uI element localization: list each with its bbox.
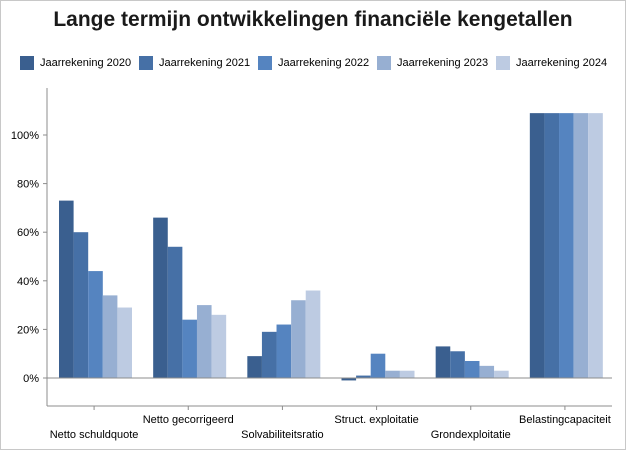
x-tick-label-3: Struct. exploitatie bbox=[334, 414, 418, 426]
bar-2-2 bbox=[276, 324, 292, 378]
bar-1-3 bbox=[196, 305, 212, 378]
bar-2-0 bbox=[247, 356, 262, 378]
bar-5-2 bbox=[559, 113, 574, 378]
legend-swatch-4 bbox=[496, 56, 510, 70]
bar-3-2 bbox=[370, 353, 386, 378]
bar-0-3 bbox=[102, 295, 118, 378]
x-tick-label-5: Belastingcapaciteit bbox=[519, 414, 611, 426]
x-tick-label-4: Grondexploitatie bbox=[431, 429, 511, 441]
bar-5-1 bbox=[544, 113, 560, 378]
legend-swatch-1 bbox=[139, 56, 153, 70]
legend-label-2: Jaarrekening 2022 bbox=[278, 57, 370, 69]
bar-2-1 bbox=[261, 331, 277, 378]
legend: Jaarrekening 2020 Jaarrekening 2021 Jaarre… bbox=[0, 55, 626, 71]
bar-4-1 bbox=[450, 351, 465, 378]
y-tick-label-5: 100% bbox=[11, 130, 39, 142]
chart-title: Lange termijn ontwikkelingen financiële … bbox=[53, 8, 573, 31]
bar-4-0 bbox=[435, 346, 451, 378]
legend-swatch-2 bbox=[258, 56, 272, 70]
x-tick-label-1: Netto gecorrigeerd bbox=[143, 414, 234, 426]
bar-0-0 bbox=[59, 200, 74, 378]
bar-4-3 bbox=[479, 365, 495, 378]
legend-label-0: Jaarrekening 2020 bbox=[40, 57, 132, 69]
bar-0-4 bbox=[117, 307, 132, 378]
y-tick-label-1: 20% bbox=[17, 324, 39, 336]
bar-3-0 bbox=[341, 378, 357, 381]
bar-5-4 bbox=[588, 113, 603, 378]
bar-4-2 bbox=[464, 360, 480, 378]
bar-3-3 bbox=[385, 370, 400, 378]
bar-3-4 bbox=[399, 370, 415, 378]
bar-4-4 bbox=[494, 370, 509, 378]
legend-swatch-3 bbox=[377, 56, 391, 70]
x-tick-label-0: Netto schuldquote bbox=[50, 429, 139, 441]
legend-label-1: Jaarrekening 2021 bbox=[159, 57, 251, 69]
y-tick-label-2: 40% bbox=[17, 276, 39, 288]
bar-2-3 bbox=[291, 300, 306, 378]
bar-5-3 bbox=[573, 113, 589, 378]
legend-swatch-0 bbox=[20, 56, 34, 70]
bar-3-1 bbox=[356, 375, 371, 378]
bar-0-1 bbox=[73, 232, 89, 378]
y-tick-label-4: 80% bbox=[17, 179, 39, 191]
bar-1-2 bbox=[182, 319, 197, 378]
bar-0-2 bbox=[88, 271, 103, 378]
legend-label-4: Jaarrekening 2024 bbox=[516, 57, 608, 69]
bar-1-4 bbox=[211, 314, 227, 378]
y-tick-label-3: 60% bbox=[17, 227, 39, 239]
bar-1-0 bbox=[153, 217, 168, 378]
y-tick-label-0: 0% bbox=[23, 373, 39, 385]
x-tick-label-2: Solvabiliteitsratio bbox=[241, 429, 324, 441]
bar-5-0 bbox=[529, 113, 545, 378]
legend-label-3: Jaarrekening 2023 bbox=[397, 57, 489, 69]
bar-2-4 bbox=[305, 290, 321, 378]
bar-1-1 bbox=[167, 246, 183, 378]
